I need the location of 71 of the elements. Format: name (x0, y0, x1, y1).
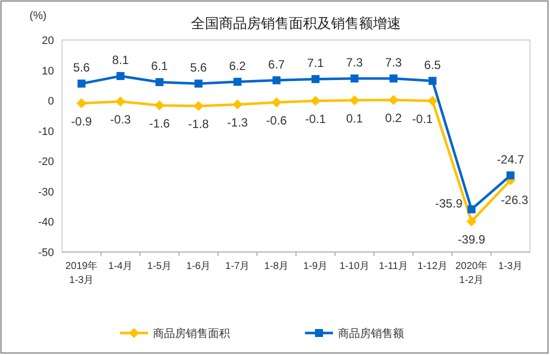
point (428, 76, 436, 85)
data-label: 6.5 (424, 58, 442, 72)
point (350, 74, 358, 82)
point (154, 100, 164, 110)
point (116, 96, 126, 106)
point (272, 97, 282, 108)
data-label: -1.8 (188, 117, 210, 132)
data-label: -1.6 (149, 116, 170, 130)
legend-label: 商品房销售额 (338, 327, 404, 340)
data-label: 5.6 (190, 60, 208, 75)
point (390, 74, 398, 82)
x-tick-label: 1-10月 (339, 261, 370, 272)
x-tick-label: 1-5月 (147, 261, 172, 272)
y-tick-label: -40 (38, 216, 54, 229)
data-label: -0.6 (266, 113, 288, 128)
data-label: -39.9 (458, 232, 486, 246)
x-tick-label: 1-6月 (186, 261, 211, 272)
data-label: 0.2 (385, 110, 402, 125)
y-tick-label: 10 (42, 65, 54, 78)
x-tick-label: 1-8月 (264, 261, 289, 272)
data-label: 7.1 (307, 56, 324, 70)
data-label: -1.3 (227, 116, 248, 130)
point (156, 78, 164, 86)
point (272, 76, 280, 84)
point (466, 216, 476, 226)
data-label: 6.2 (229, 58, 246, 73)
y-tick-label: 0 (48, 96, 54, 108)
data-label: -0.1 (412, 112, 434, 126)
point (234, 78, 242, 86)
x-tick-label: 1-12月 (417, 261, 448, 272)
data-label: 8.1 (112, 53, 130, 68)
y-tick-label: 20 (42, 35, 54, 47)
data-label: -0.1 (305, 112, 326, 126)
data-label: -35.9 (435, 196, 463, 210)
x-tick-label: 1-11月 (378, 261, 408, 272)
y-tick-label: -30 (38, 186, 54, 198)
point (506, 171, 514, 180)
x-tick-label: 2020年 1-2月 (455, 260, 488, 286)
point (232, 100, 242, 110)
data-label: 6.7 (268, 57, 286, 72)
point (194, 80, 202, 88)
point (116, 72, 124, 80)
data-label: -26.3 (500, 193, 528, 208)
point (468, 205, 476, 214)
data-label: 5.6 (73, 60, 90, 75)
point (310, 96, 320, 106)
data-label: 7.3 (385, 55, 402, 70)
data-label: 6.1 (151, 59, 168, 74)
data-label: -0.9 (71, 114, 92, 128)
x-tick-label: 1-3月 (498, 261, 523, 272)
legend-label: 商品房销售面积 (153, 327, 230, 340)
data-label: 7.3 (346, 55, 364, 70)
point (76, 98, 86, 108)
point (428, 96, 438, 106)
point (194, 101, 204, 112)
x-tick-label: 1-4月 (108, 261, 133, 272)
x-tick-label: 2019年 1-3月 (65, 260, 98, 286)
y-tick-label: -50 (38, 247, 54, 259)
chart-title: 全国商品房销售面积及销售额增速 (191, 15, 401, 31)
y-tick-label: -10 (38, 126, 54, 138)
data-label: -0.3 (110, 112, 132, 126)
point (312, 75, 320, 84)
x-tick-label: 1-7月 (225, 261, 250, 272)
point (78, 80, 86, 88)
data-label: -24.7 (496, 152, 524, 166)
point (388, 94, 398, 105)
point (350, 95, 360, 106)
x-tick-label: 1-9月 (303, 261, 328, 272)
data-label: 0.1 (346, 111, 364, 126)
y-tick-label: -20 (38, 156, 54, 168)
y-axis-title: (%) (29, 10, 47, 22)
